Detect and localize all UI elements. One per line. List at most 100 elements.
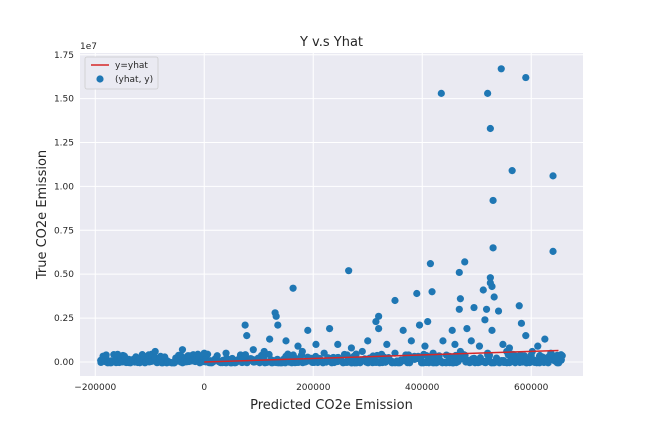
scatter-point	[200, 349, 208, 357]
scatter-point	[497, 65, 505, 73]
scatter-point	[549, 247, 557, 255]
scatter-point	[345, 267, 353, 275]
scatter-point	[557, 356, 565, 364]
scatter-point	[407, 337, 415, 345]
scatter-point	[488, 326, 496, 334]
scatter-point	[522, 332, 530, 340]
scatter-point	[429, 349, 437, 357]
x-tick-label: −200000	[74, 383, 116, 393]
scatter-point	[266, 335, 274, 343]
scatter-point	[439, 337, 447, 345]
scatter-point	[304, 326, 312, 334]
scatter-point	[428, 288, 436, 296]
scatter-point	[178, 346, 187, 354]
scatter-point	[486, 124, 494, 133]
scatter-point	[294, 342, 302, 350]
scatter-point	[282, 337, 290, 345]
scatter-point	[426, 260, 435, 268]
scatter-point	[102, 351, 110, 359]
scatter-point	[241, 321, 249, 329]
series-layer	[97, 65, 566, 367]
scatter-point	[489, 196, 497, 205]
scatter-point	[424, 317, 432, 326]
scatter-point	[516, 351, 524, 359]
scatter-point	[479, 286, 487, 294]
legend: y=yhat (yhat, y)	[84, 56, 159, 90]
scatter-point	[437, 89, 445, 97]
y-tick-label: 0.25	[54, 314, 74, 324]
scatter-point	[455, 268, 463, 277]
scatter-point	[470, 303, 478, 312]
scatter-point	[272, 312, 280, 320]
scatter-point	[451, 340, 459, 349]
scatter-point	[334, 340, 342, 349]
scatter-point	[515, 302, 523, 310]
scatter-point	[486, 274, 494, 282]
scatter-point	[421, 342, 429, 350]
scatter-point	[508, 167, 516, 175]
y-tick-label: 1.25	[54, 139, 74, 149]
scatter-point	[544, 359, 552, 367]
scatter-point	[312, 340, 320, 349]
scatter-point	[456, 295, 464, 303]
scatter-point	[499, 340, 507, 349]
scatter-point	[352, 350, 360, 358]
scatter-point	[241, 351, 249, 359]
scatter-point	[534, 342, 542, 350]
scatter-point	[522, 73, 530, 82]
y-tick-label: 0.75	[54, 226, 74, 236]
y-tick-label: 1.00	[54, 182, 74, 192]
scatter-point	[486, 279, 494, 287]
scatter-point	[484, 89, 492, 97]
scatter-point	[260, 347, 268, 356]
x-tick-label: 0	[201, 383, 207, 393]
scatter-point	[494, 307, 503, 315]
x-tick-label: 200000	[296, 383, 331, 393]
scatter-point	[461, 258, 469, 266]
legend-label-points: (yhat, y)	[115, 75, 153, 85]
chart-title: Y v.s Yhat	[299, 35, 363, 50]
scatter-point	[320, 349, 328, 357]
scatter-point	[243, 332, 251, 340]
scatter-point	[289, 284, 297, 292]
tick-labels: −200000 0 200000 400000 600000 0.00 0.25 0.50 0.…	[54, 51, 549, 393]
scatter-point	[481, 316, 489, 324]
scatter-point	[448, 326, 456, 334]
legend-point-marker	[96, 75, 104, 83]
x-tick-label: 600000	[514, 383, 549, 393]
scatter-point	[298, 347, 306, 356]
y-tick-label: 0.00	[54, 358, 74, 368]
scatter-point	[391, 296, 399, 305]
scatter-point	[372, 317, 380, 326]
y-axis-label: True CO2e Emission	[35, 150, 50, 280]
grid-lines	[80, 53, 583, 376]
scatter-point	[364, 337, 372, 345]
scatter-point	[490, 293, 498, 301]
scatter-point	[413, 289, 421, 298]
scatter-point	[383, 340, 391, 349]
scatter-point	[325, 325, 334, 333]
y-tick-label: 0.50	[54, 270, 74, 280]
x-axis-label: Predicted CO2e Emission	[250, 398, 413, 413]
y-tick-label: 1.50	[54, 95, 74, 105]
identity-line	[204, 349, 559, 363]
scatter-point	[549, 172, 557, 180]
scatter-point	[222, 349, 230, 357]
scatter-point	[552, 354, 560, 363]
plot-area	[80, 53, 583, 376]
scatter-point	[415, 321, 424, 329]
scatter-point	[375, 325, 383, 333]
scatter-point	[489, 244, 497, 252]
scatter-point	[503, 347, 511, 356]
scatter-point	[274, 321, 282, 329]
legend-label-line: y=yhat	[115, 61, 148, 71]
scatter-point	[347, 344, 355, 352]
scatter-point	[249, 346, 257, 354]
x-tick-label: 400000	[405, 383, 440, 393]
scatter-point	[391, 349, 399, 357]
scatter-point	[463, 325, 471, 333]
scatter-point	[151, 347, 159, 356]
scatter-point	[358, 347, 366, 356]
y-tick-label: 1.75	[54, 51, 74, 61]
